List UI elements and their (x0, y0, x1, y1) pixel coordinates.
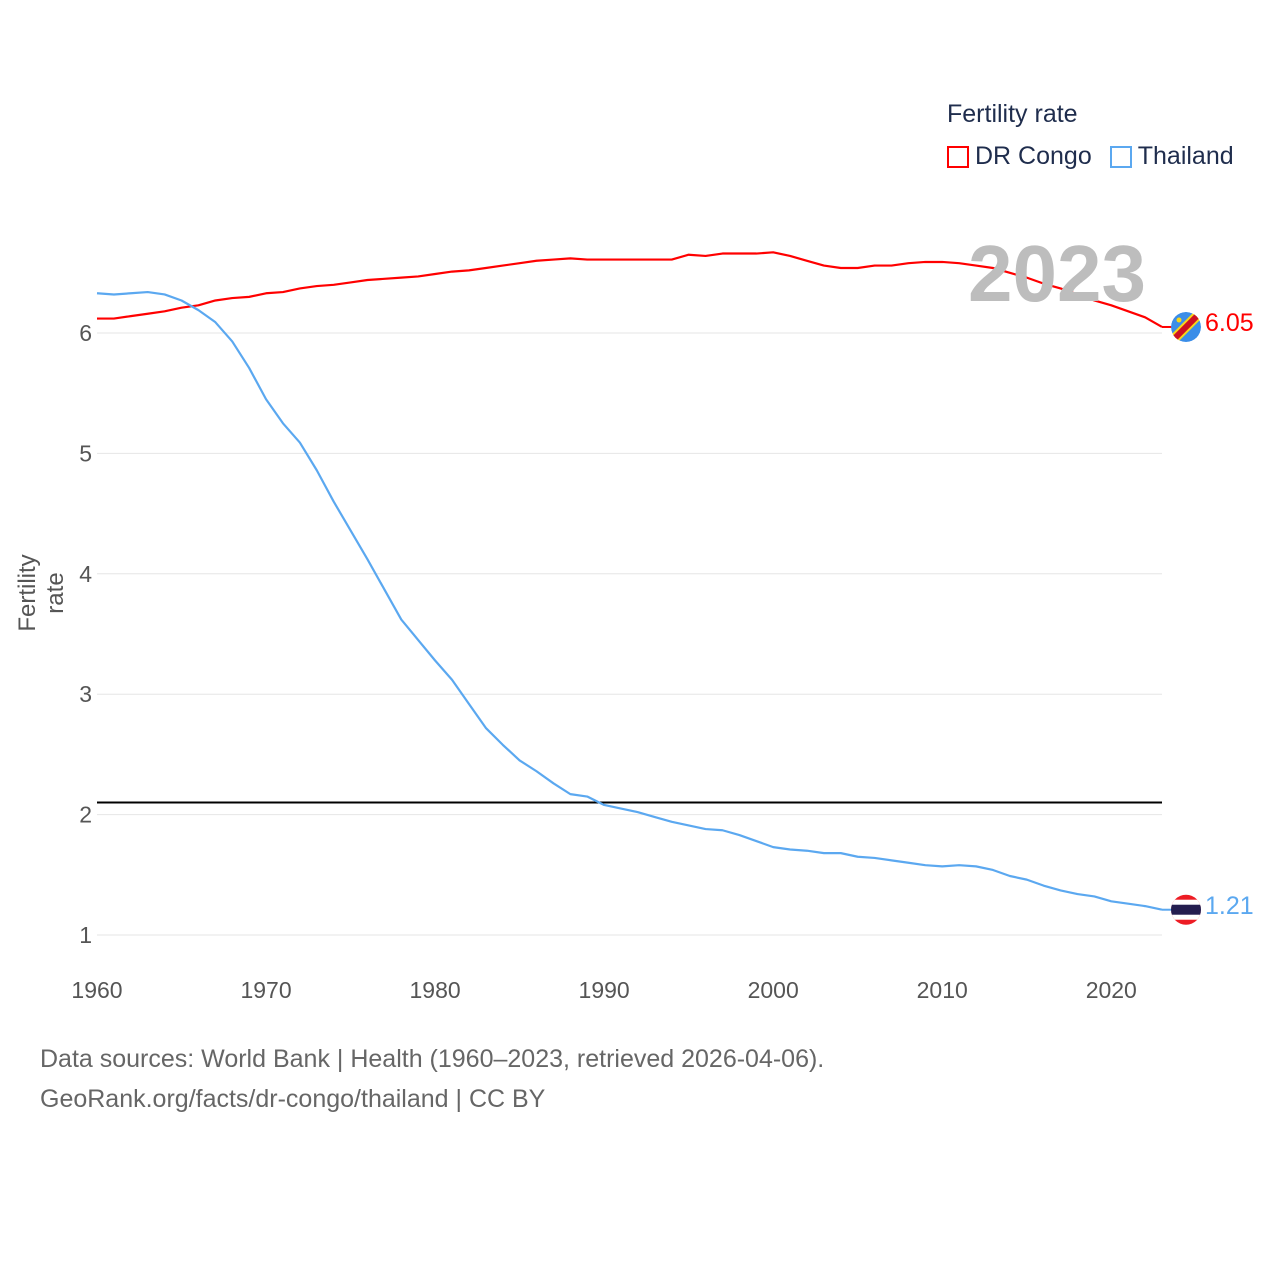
y-tick-label: 3 (79, 681, 92, 707)
y-tick-label: 5 (79, 440, 92, 466)
series-line-dr-congo (97, 251, 1163, 328)
legend-swatch (1109, 145, 1132, 168)
thailand-flag-icon (1171, 894, 1201, 925)
legend: DR Congo Thailand (947, 142, 1234, 171)
y-tick-label: 2 (79, 802, 92, 828)
x-tick-label: 2020 (1086, 977, 1137, 1003)
x-tick-label: 1960 (71, 977, 122, 1003)
legend-label: Thailand (1137, 142, 1234, 170)
y-axis-label: Fertility rate (14, 554, 69, 632)
x-tick-label: 1970 (240, 977, 291, 1003)
thailand-end-value: 1.21 (1205, 892, 1254, 920)
legend-item-thailand[interactable]: Thailand (1109, 142, 1234, 171)
series-line-thailand (96, 290, 1163, 911)
dr-congo-end-value: 6.05 (1205, 309, 1254, 337)
current-year-label: 2023 (968, 229, 1146, 318)
legend-title: Fertility rate (947, 100, 1078, 128)
dr-congo-flag-icon (1171, 311, 1201, 342)
data-source-text: Data sources: World Bank | Health (1960–… (40, 1045, 825, 1073)
y-tick-label: 6 (79, 320, 92, 346)
legend-label: DR Congo (975, 142, 1092, 170)
legend-item-dr-congo[interactable]: DR Congo (947, 142, 1092, 171)
x-tick-label: 2000 (748, 977, 799, 1003)
y-tick-label: 4 (79, 561, 92, 587)
x-tick-label: 2010 (917, 977, 968, 1003)
y-tick-label: 1 (79, 922, 92, 948)
legend-swatch (947, 145, 969, 168)
x-tick-label: 1990 (579, 977, 630, 1003)
attribution-link[interactable]: GeoRank.org/facts/dr-congo/thailand | CC… (40, 1085, 546, 1113)
x-tick-label: 1980 (410, 977, 461, 1003)
